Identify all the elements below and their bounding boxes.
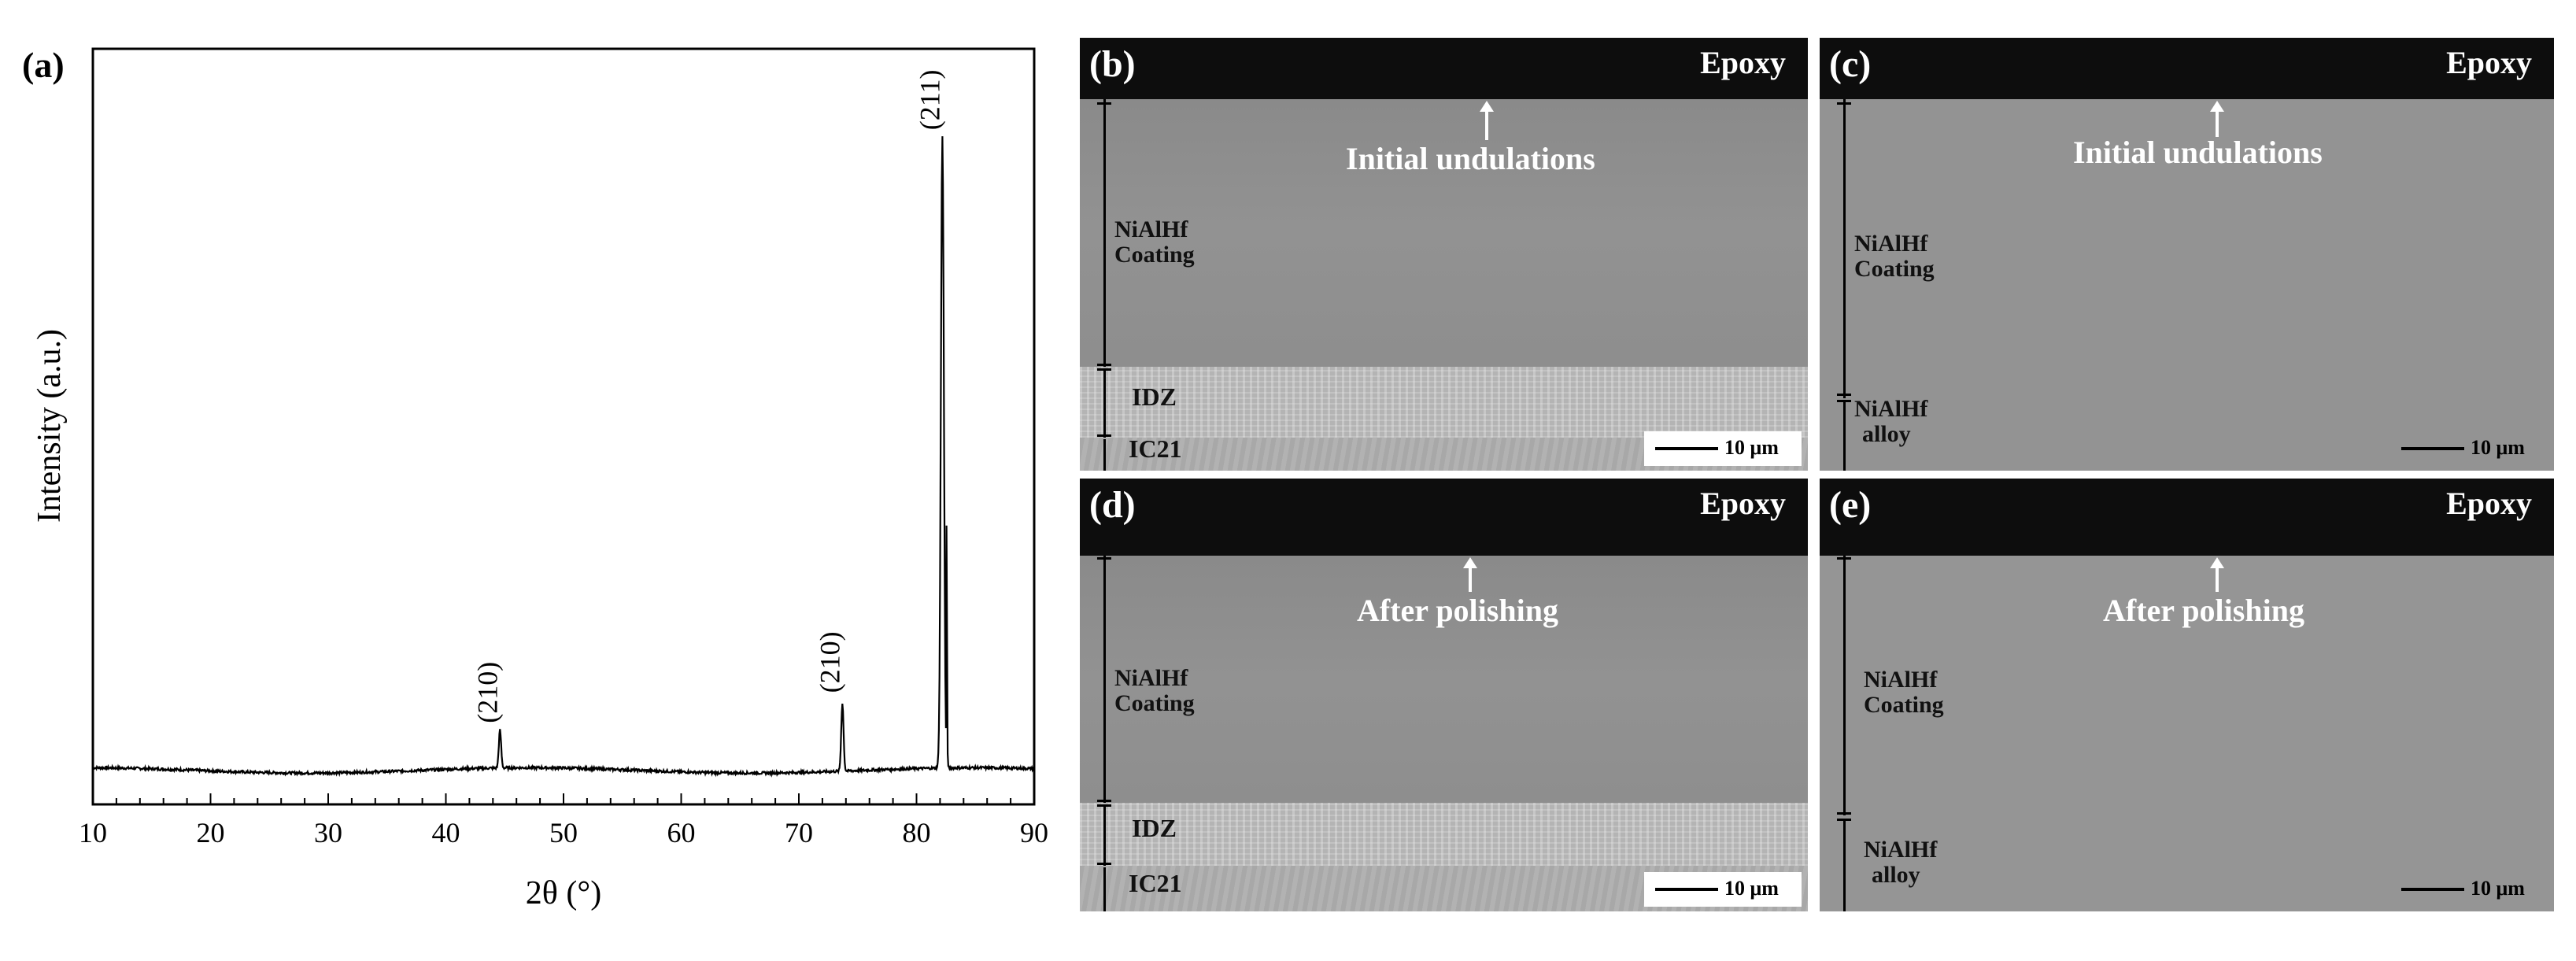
coating-thickness-line: [1103, 556, 1106, 803]
sem-panel-b: (b) Epoxy Initial undulations NiAlHf Coa…: [1080, 38, 1808, 471]
epoxy-label: Epoxy: [2446, 45, 2532, 80]
plot-frame: [91, 47, 1036, 806]
alloy-line: [1843, 400, 1846, 471]
coating-label-line2: Coating: [1114, 242, 1195, 268]
x-axis-ticks: [92, 793, 1035, 804]
scale-bar: 10 μm: [1644, 872, 1802, 907]
epoxy-layer: [1820, 479, 2554, 556]
x-tick-label: 70: [785, 817, 813, 848]
alloy-line: [1843, 819, 1846, 911]
panel-a-letter: (a): [22, 45, 65, 85]
alloy-label-line2: alloy: [1862, 421, 1911, 447]
coating-label-line1: NiAlHf: [1864, 667, 1938, 693]
scale-label: 10 μm: [1724, 877, 1779, 900]
peak-label-2: (211): [914, 70, 945, 131]
scale-bar: 10 μm: [2390, 872, 2548, 907]
xrd-series-line: [92, 136, 1035, 778]
peak-label-1: (210): [814, 631, 845, 693]
sem-panel-c: (c) Epoxy Initial undulations NiAlHf Coa…: [1820, 38, 2554, 471]
coating-thickness-line: [1843, 556, 1846, 815]
xrd-chart: (a) 10 20 30 40 50 60 70 80 90 (210) (210) (211) 2…: [22, 45, 1048, 911]
x-tick-label: 40: [432, 817, 460, 848]
epoxy-layer: [1080, 479, 1808, 556]
sem-panel-d: (d) Epoxy After polishing NiAlHf Coating…: [1080, 479, 1808, 911]
coating-label-line2: Coating: [1854, 256, 1935, 282]
panel-letter: (e): [1829, 484, 1872, 526]
x-axis-tick-labels: 10 20 30 40 50 60 70 80 90: [79, 817, 1048, 848]
coating-label-line1: NiAlHf: [1114, 216, 1188, 242]
coating-label-line1: NiAlHf: [1114, 665, 1188, 691]
peak-labels: (210) (210) (211): [471, 70, 945, 723]
scale-label: 10 μm: [2471, 877, 2525, 900]
coating-label-line1: NiAlHf: [1854, 231, 1928, 257]
coating-thickness-line: [1103, 99, 1106, 367]
substrate-label: IC21: [1129, 434, 1182, 463]
idz-label: IDZ: [1132, 383, 1177, 411]
x-tick-label: 80: [903, 817, 931, 848]
x-tick-label: 90: [1020, 817, 1048, 848]
annotation-text: After polishing: [1357, 593, 1558, 628]
y-axis-title: Intensity (a.u.): [31, 329, 68, 523]
idz-thickness-line: [1103, 368, 1106, 438]
coating-thickness-line: [1843, 99, 1846, 398]
alloy-label-line2: alloy: [1872, 862, 1920, 888]
coating-label-line2: Coating: [1864, 692, 1944, 718]
x-tick-label: 50: [549, 817, 578, 848]
idz-layer: [1080, 367, 1808, 438]
x-tick-label: 60: [667, 817, 696, 848]
alloy-label-line1: NiAlHf: [1864, 837, 1938, 863]
x-tick-label: 20: [197, 817, 225, 848]
coating-layer: [1820, 556, 2554, 911]
annotation-text: Initial undulations: [1346, 141, 1595, 176]
annotation-text: Initial undulations: [2073, 135, 2323, 170]
x-axis-title: 2θ (°): [526, 875, 601, 911]
panel-letter: (c): [1829, 43, 1872, 85]
x-tick-label: 30: [314, 817, 342, 848]
epoxy-layer: [1820, 38, 2554, 99]
panel-letter: (d): [1089, 484, 1136, 526]
epoxy-layer: [1080, 38, 1808, 99]
sem-panel-e: (e) Epoxy After polishing NiAlHf Coating…: [1820, 479, 2554, 911]
alloy-label-line1: NiAlHf: [1854, 396, 1928, 422]
scale-label: 10 μm: [2471, 436, 2525, 459]
coating-layer: [1820, 99, 2554, 471]
substrate-label: IC21: [1129, 869, 1182, 897]
idz-thickness-line: [1103, 804, 1106, 866]
annotation-text: After polishing: [2103, 593, 2304, 628]
epoxy-label: Epoxy: [2446, 486, 2532, 521]
panel-letter: (b): [1089, 43, 1136, 85]
x-tick-label: 10: [79, 817, 107, 848]
scale-bar: 10 μm: [1644, 431, 1802, 466]
idz-label: IDZ: [1132, 814, 1177, 842]
idz-layer: [1080, 803, 1808, 866]
scale-bar: 10 μm: [2390, 431, 2548, 466]
coating-label-line2: Coating: [1114, 690, 1195, 716]
peak-label-0: (210): [471, 662, 503, 723]
epoxy-label: Epoxy: [1700, 486, 1786, 521]
epoxy-label: Epoxy: [1700, 45, 1786, 80]
scale-label: 10 μm: [1724, 436, 1779, 459]
